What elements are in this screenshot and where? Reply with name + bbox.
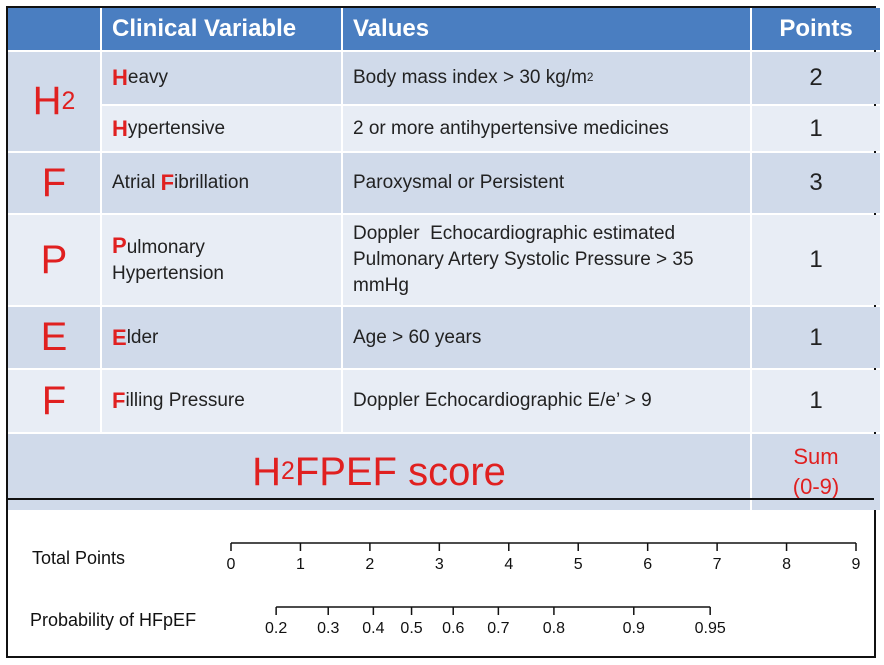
letter-h: H bbox=[32, 79, 62, 123]
probability-tick-label: 0.6 bbox=[442, 620, 464, 637]
points-tick-label: 0 bbox=[227, 556, 236, 573]
points-tick-label: 9 bbox=[852, 556, 861, 573]
probability-tick-label: 0.5 bbox=[400, 620, 422, 637]
variable-rest: ypertensive bbox=[127, 117, 226, 139]
variable-initial: F bbox=[112, 388, 126, 413]
variable-rest: eavy bbox=[127, 67, 169, 88]
variable-rest: illing Pressure bbox=[125, 390, 245, 411]
value-line1: Doppler Echocardiographic estimated bbox=[353, 223, 676, 244]
points-pulmonary-hypertension: 1 bbox=[752, 215, 880, 305]
probability-tick-label: 0.2 bbox=[265, 620, 287, 637]
score-sum: Sum (0-9) bbox=[752, 434, 880, 510]
points-atrial-fibrillation: 3 bbox=[752, 153, 880, 213]
probability-label: Probability of HFpEF bbox=[30, 610, 197, 630]
value-paroxysmal: Paroxysmal or Persistent bbox=[343, 153, 750, 213]
points-tick-label: 7 bbox=[713, 556, 722, 573]
value-line2: Pulmonary Artery Systolic Pressure > 35 bbox=[353, 249, 694, 270]
points-elder: 1 bbox=[752, 307, 880, 368]
score-title-pre: H bbox=[252, 449, 281, 494]
variable-prefix: Atrial bbox=[112, 172, 161, 193]
probability-tick-label: 0.8 bbox=[543, 620, 565, 637]
probability-tick-label: 0.7 bbox=[487, 620, 509, 637]
header-points: Points bbox=[752, 8, 880, 50]
variable-initial: P bbox=[112, 233, 127, 258]
probability-tick-label: 0.9 bbox=[623, 620, 645, 637]
value-superscript: 2 bbox=[586, 71, 594, 84]
variable-rest: ulmonary bbox=[126, 237, 205, 258]
letter-f-2: F bbox=[8, 370, 100, 432]
total-points-axis: 0 1 2 3 4 5 6 7 8 9 bbox=[227, 542, 861, 573]
value-age: Age > 60 years bbox=[343, 307, 750, 368]
probability-tick-label: 0.95 bbox=[695, 620, 726, 637]
variable-rest: lder bbox=[126, 326, 159, 348]
variable-initial: H bbox=[112, 115, 128, 141]
points-tick-label: 4 bbox=[504, 556, 513, 573]
points-tick-label: 1 bbox=[296, 556, 305, 573]
value-line3: mmHg bbox=[353, 275, 409, 296]
total-points-label: Total Points bbox=[32, 548, 126, 568]
variable-initial: E bbox=[112, 324, 127, 350]
letter-h-subscript: 2 bbox=[61, 87, 76, 115]
letter-e: E bbox=[8, 307, 100, 368]
points-tick-label: 8 bbox=[782, 556, 791, 573]
score-title-subscript: 2 bbox=[280, 458, 295, 485]
nomogram: Total Points Probability of HFpEF 0 1 2 3 4 5… bbox=[8, 498, 874, 656]
points-heavy: 2 bbox=[752, 52, 880, 104]
points-hypertensive: 1 bbox=[752, 106, 880, 151]
points-tick-label: 5 bbox=[574, 556, 583, 573]
value-pasp: Doppler Echocardiographic estimated Pulm… bbox=[343, 215, 750, 305]
letter-p: P bbox=[8, 215, 100, 305]
nomogram-axes: 0 1 2 3 4 5 6 7 8 9 0.2 0.3 0.4 0.5 0.6 0.7 0.8 0.9 0.95 bbox=[227, 542, 861, 637]
variable-initial: H bbox=[112, 65, 128, 90]
points-filling-pressure: 1 bbox=[752, 370, 880, 432]
probability-tick-label: 0.4 bbox=[362, 620, 384, 637]
variable-initial: F bbox=[160, 170, 175, 195]
probability-axis: 0.2 0.3 0.4 0.5 0.6 0.7 0.8 0.9 0.95 bbox=[265, 606, 726, 637]
score-title: H 2 FPEF score bbox=[8, 434, 750, 510]
value-bmi: Body mass index > 30 kg/m 2 bbox=[343, 52, 750, 104]
value-antihypertensive: 2 or more antihypertensive medicines bbox=[343, 106, 750, 151]
score-sum-line1: Sum bbox=[793, 444, 839, 469]
points-tick-label: 2 bbox=[365, 556, 374, 573]
letter-f-1: F bbox=[8, 153, 100, 213]
variable-pulmonary-hypertension: Pulmonary Hypertension bbox=[102, 215, 341, 305]
variable-rest-line2: Hypertension bbox=[112, 263, 224, 284]
score-title-post: FPEF score bbox=[294, 449, 506, 494]
header-clinical-variable: Clinical Variable bbox=[102, 8, 341, 50]
value-ee-ratio: Doppler Echocardiographic E/e’ > 9 bbox=[343, 370, 750, 432]
probability-tick-label: 0.3 bbox=[317, 620, 339, 637]
header-values: Values bbox=[343, 8, 750, 50]
score-sum-line2: (0-9) bbox=[792, 474, 840, 499]
points-tick-label: 6 bbox=[643, 556, 652, 573]
points-tick-label: 3 bbox=[435, 556, 444, 573]
header-blank bbox=[8, 8, 100, 50]
value-text: Body mass index > 30 kg/m bbox=[353, 67, 587, 88]
variable-rest: ibrillation bbox=[174, 172, 250, 193]
